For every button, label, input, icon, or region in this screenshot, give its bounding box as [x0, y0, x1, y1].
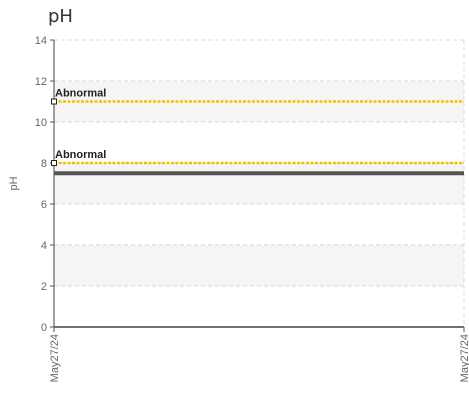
reference-marker-1: [51, 160, 57, 166]
axis-layer: 0 2 4 6 8 10 12 14 pH May27/24 May27/24: [8, 35, 469, 382]
labels-layer: Abnormal Abnormal: [55, 88, 106, 162]
bands-layer: [54, 81, 464, 286]
y-tick-label-4: 8: [41, 158, 47, 170]
x-tick-label-0: May27/24: [49, 334, 61, 382]
reference-lines-layer: [51, 98, 464, 166]
x-tick-label-1: May27/24: [459, 334, 469, 382]
reference-marker-0: [51, 98, 57, 105]
y-tick-label-3: 6: [41, 199, 47, 211]
y-tick-label-2: 4: [41, 240, 47, 252]
band-2: [54, 245, 464, 286]
reference-label-1: Abnormal: [55, 149, 106, 161]
band-1: [54, 163, 464, 204]
y-tick-label-0: 0: [41, 322, 47, 334]
chart-title: pH: [48, 6, 73, 27]
y-tick-label-1: 2: [41, 281, 47, 293]
y-tick-label-5: 10: [35, 117, 47, 129]
y-axis-title: pH: [8, 176, 20, 190]
y-tick-label-7: 14: [35, 35, 47, 47]
y-tick-label-6: 12: [35, 76, 47, 88]
reference-label-0: Abnormal: [55, 88, 106, 100]
